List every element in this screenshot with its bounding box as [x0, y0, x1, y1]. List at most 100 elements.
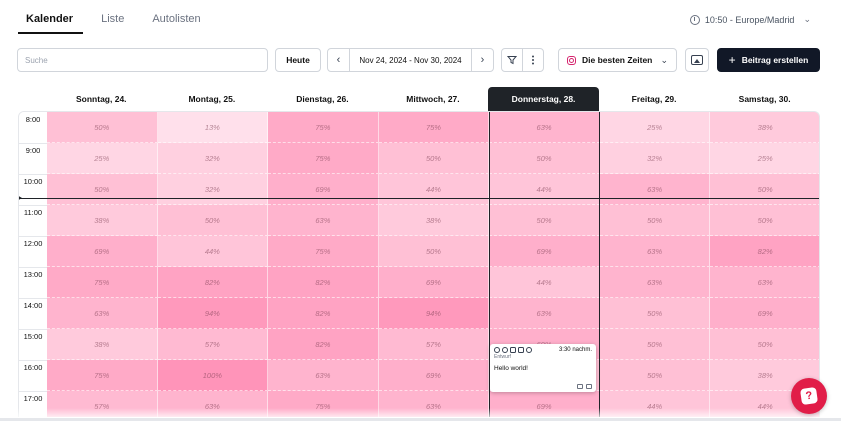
time-slot-cell[interactable]: 50% [599, 298, 711, 329]
time-slot-cell[interactable]: 69% [47, 236, 158, 267]
create-post-label: Beitrag erstellen [741, 55, 809, 65]
media-library-button[interactable] [685, 48, 709, 72]
time-slot-cell[interactable]: 25% [47, 143, 158, 174]
time-slot-cell[interactable]: 75% [268, 143, 379, 174]
time-slot-cell[interactable]: 69% [378, 360, 490, 391]
instagram-icon [502, 347, 508, 353]
time-slot-cell[interactable]: 50% [489, 143, 600, 174]
hour-divider [19, 298, 47, 299]
image-icon [577, 384, 583, 389]
time-slot-cell[interactable]: 94% [157, 298, 269, 329]
time-slot-cell[interactable]: 50% [599, 329, 711, 360]
time-slot-cell[interactable]: 38% [47, 205, 158, 236]
filter-button[interactable] [501, 48, 523, 72]
hour-label: 14:00 [23, 301, 43, 310]
timezone-selector[interactable]: 10:50 - Europe/Madrid ⌄ [689, 14, 811, 25]
day-header: Donnerstag, 28. [488, 87, 599, 111]
next-week-button[interactable]: › [471, 49, 493, 71]
time-slot-cell[interactable]: 13% [157, 112, 269, 143]
time-slot-cell[interactable]: 50% [710, 329, 819, 360]
chevron-down-icon: ⌄ [660, 54, 668, 65]
time-slot-cell[interactable]: 44% [489, 174, 600, 205]
horizontal-scrollbar[interactable] [0, 418, 841, 421]
time-slot-cell[interactable]: 75% [47, 360, 158, 391]
time-slot-cell[interactable]: 38% [378, 205, 490, 236]
time-slot-cell[interactable]: 44% [378, 174, 490, 205]
help-button[interactable]: ? [791, 378, 827, 414]
time-slot-cell[interactable]: 63% [599, 174, 711, 205]
time-slot-cell[interactable]: 63% [489, 112, 600, 143]
time-slot-cell[interactable]: 50% [157, 205, 269, 236]
prev-week-button[interactable]: ‹ [328, 49, 350, 71]
time-slot-cell[interactable]: 63% [489, 298, 600, 329]
time-slot-cell[interactable]: 75% [268, 112, 379, 143]
day-header: Freitag, 29. [631, 94, 677, 104]
time-slot-cell[interactable]: 75% [47, 267, 158, 298]
tab-autolisten[interactable]: Autolisten [152, 13, 201, 25]
time-slot-cell[interactable]: 25% [599, 112, 711, 143]
time-slot-cell[interactable]: 32% [157, 143, 269, 174]
search-input[interactable] [17, 48, 268, 72]
today-button[interactable]: Heute [275, 48, 321, 72]
best-times-dropdown[interactable]: Die besten Zeiten ⌄ [558, 48, 677, 72]
current-time-marker [19, 195, 22, 201]
time-slot-cell[interactable]: 44% [489, 267, 600, 298]
time-slot-cell[interactable]: 50% [378, 236, 490, 267]
time-slot-cell[interactable]: 82% [268, 298, 379, 329]
time-slot-cell[interactable]: 50% [599, 205, 711, 236]
time-slot-cell[interactable]: 63% [599, 267, 711, 298]
time-slot-cell[interactable]: 50% [378, 143, 490, 174]
time-slot-cell[interactable]: 69% [268, 174, 379, 205]
time-slot-cell[interactable]: 75% [378, 112, 490, 143]
tiktok-icon [526, 347, 532, 353]
time-slot-cell[interactable]: 63% [268, 205, 379, 236]
day-column: 75% 75% 69% 63% 75% 82% 82% 82% 63% 75% [268, 112, 379, 417]
time-slot-cell[interactable]: 50% [489, 205, 600, 236]
time-slot-cell[interactable]: 82% [157, 267, 269, 298]
toolbar: Heute ‹ Nov 24, 2024 - Nov 30, 2024 › Di… [17, 48, 821, 72]
time-slot-cell[interactable]: 50% [47, 174, 158, 205]
time-slot-cell[interactable]: 82% [268, 329, 379, 360]
time-slot-cell[interactable]: 63% [268, 360, 379, 391]
best-times-label: Die besten Zeiten [582, 55, 653, 65]
time-slot-cell[interactable]: 38% [47, 329, 158, 360]
week-calendar: Sonntag, 24. Montag, 25. Dienstag, 26. Mitt… [18, 87, 820, 417]
time-slot-cell[interactable]: 50% [599, 360, 711, 391]
time-slot-cell[interactable]: 57% [378, 329, 490, 360]
time-slot-cell[interactable]: 50% [710, 174, 819, 205]
time-slot-cell[interactable]: 94% [378, 298, 490, 329]
tab-kalender[interactable]: Kalender [18, 8, 84, 34]
time-slot-cell[interactable]: 38% [710, 360, 819, 391]
time-slot-cell[interactable]: 63% [710, 267, 819, 298]
time-slot-cell[interactable]: 44% [157, 236, 269, 267]
create-post-button[interactable]: + Beitrag erstellen [717, 48, 820, 72]
plus-icon: + [728, 53, 736, 67]
time-slot-cell[interactable]: 57% [157, 329, 269, 360]
current-time-line [19, 198, 819, 199]
time-slot-cell[interactable]: 82% [268, 267, 379, 298]
tab-liste[interactable]: Liste [101, 13, 125, 25]
time-slot-cell[interactable]: 50% [710, 205, 819, 236]
time-slot-cell[interactable]: 100% [157, 360, 269, 391]
time-slot-cell[interactable]: 69% [378, 267, 490, 298]
bottom-fade [0, 408, 841, 438]
time-slot-cell[interactable]: 38% [710, 112, 819, 143]
time-slot-cell[interactable]: 63% [47, 298, 158, 329]
time-slot-cell[interactable]: 32% [157, 174, 269, 205]
hour-divider [19, 236, 47, 237]
time-slot-cell[interactable]: 82% [710, 236, 819, 267]
hour-label: 17:00 [23, 394, 43, 403]
more-options-button[interactable] [522, 48, 544, 72]
media-icon [691, 55, 703, 65]
time-slot-cell[interactable]: 25% [710, 143, 819, 174]
day-columns: 50% 25% 50% 38% 69% 75% 63% 38% 75% 57% 13% 32% 32% 5… [47, 112, 819, 417]
hour-divider [19, 174, 47, 175]
post-card[interactable]: 3:30 nachm. Entwurf Hello world! [490, 344, 596, 392]
time-slot-cell[interactable]: 69% [489, 236, 600, 267]
time-slot-cell[interactable]: 50% [47, 112, 158, 143]
time-slot-cell[interactable]: 32% [599, 143, 711, 174]
time-slot-cell[interactable]: 69% [710, 298, 819, 329]
hour-label: 13:00 [23, 270, 43, 279]
time-slot-cell[interactable]: 75% [268, 236, 379, 267]
time-slot-cell[interactable]: 63% [599, 236, 711, 267]
